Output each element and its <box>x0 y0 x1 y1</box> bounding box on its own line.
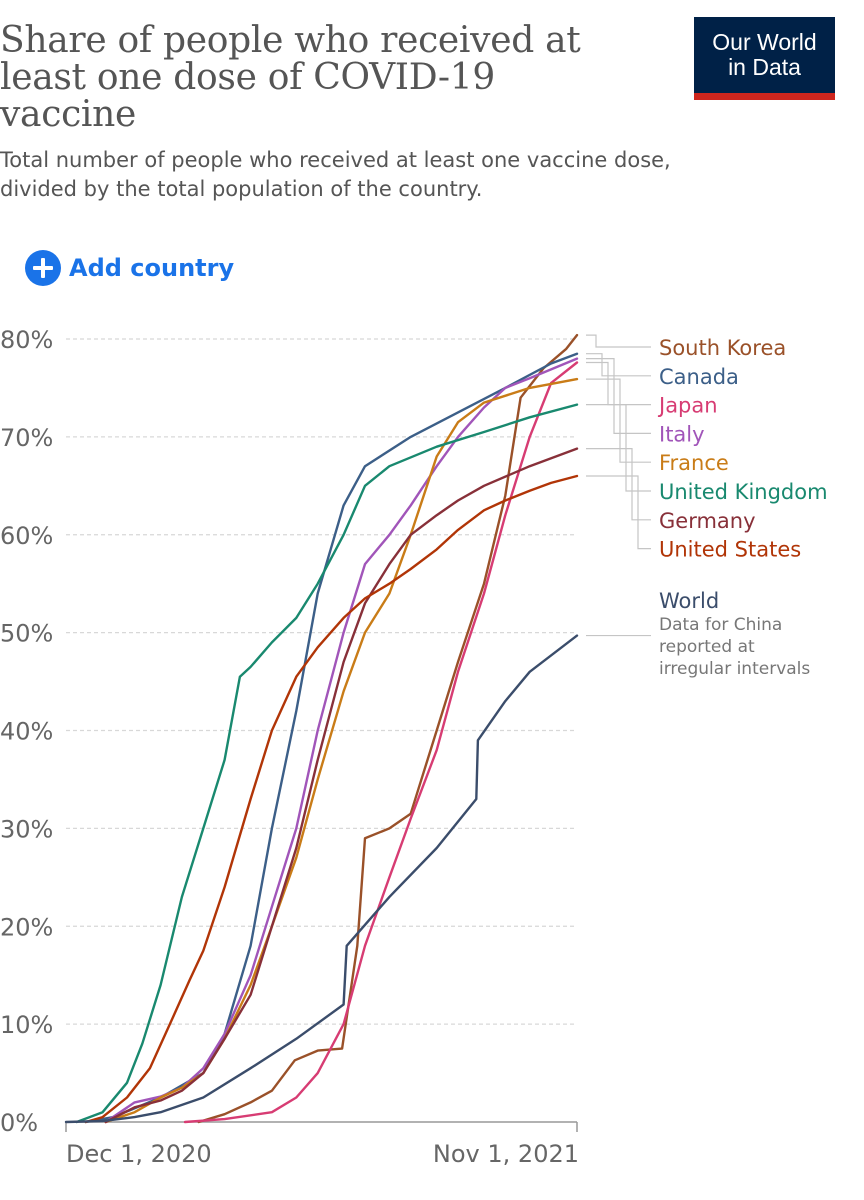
grid-layer <box>66 338 577 1025</box>
x-tick-label: Nov 1, 2021 <box>433 1140 579 1168</box>
legend-label-japan[interactable]: Japan <box>657 394 718 418</box>
chart-subtitle-line: divided by the total population of the c… <box>0 177 483 201</box>
y-tick-label: 50% <box>0 620 53 648</box>
y-tick-label: 0% <box>0 1109 38 1137</box>
legend-connector <box>586 358 651 434</box>
axis-layer: 0% 10% 20% 30% 40% 50% 60% 70% 80% Dec 1, 2020 Nov… <box>0 326 579 1168</box>
series-line-canada[interactable] <box>84 352 579 1124</box>
add-country-button[interactable]: Add country <box>25 250 234 286</box>
y-tick-label: 70% <box>0 424 53 452</box>
legend-label-united-states[interactable]: United States <box>659 538 801 562</box>
logo-line: Our World <box>712 28 817 55</box>
logo-line: in Data <box>728 53 801 80</box>
chart-title-line: vaccine <box>0 94 137 135</box>
legend-label-germany[interactable]: Germany <box>659 509 756 533</box>
world-note-line: irregular intervals <box>659 659 810 679</box>
legend-label-united-kingdom[interactable]: United Kingdom <box>659 480 828 504</box>
our-world-in-data-logo[interactable]: Our World in Data <box>694 17 835 100</box>
add-country-label: Add country <box>69 254 235 282</box>
y-tick-label: 30% <box>0 815 53 843</box>
y-tick-label: 40% <box>0 718 53 746</box>
legend-connector <box>586 448 651 521</box>
legend-label-south-korea[interactable]: South Korea <box>659 336 786 360</box>
legend-label-italy[interactable]: Italy <box>659 422 705 446</box>
legend-label-world[interactable]: World <box>659 589 719 613</box>
chart-subtitle-line: Total number of people who received at l… <box>0 148 671 172</box>
series-line-world[interactable] <box>64 634 579 1124</box>
legend-label-canada[interactable]: Canada <box>659 365 739 389</box>
series-line-south-korea[interactable] <box>197 333 579 1124</box>
chart-title-line: least one dose of COVID-19 <box>0 57 496 98</box>
x-tick-label: Dec 1, 2020 <box>66 1140 212 1168</box>
legend-label-france[interactable]: France <box>659 451 729 475</box>
y-tick-label: 80% <box>0 326 53 354</box>
series-line-united-kingdom[interactable] <box>75 403 579 1124</box>
plus-circle-icon <box>25 250 61 286</box>
legend-connector <box>586 334 651 348</box>
legend-connector <box>586 378 651 463</box>
chart-title-line: Share of people who received at <box>0 20 581 61</box>
series-line-germany[interactable] <box>104 447 579 1124</box>
legend-connector <box>586 353 651 377</box>
y-tick-label: 10% <box>0 1011 53 1039</box>
series-line-united-states[interactable] <box>84 474 579 1124</box>
chart-subtitle: Total number of people who received at l… <box>0 146 720 204</box>
legend-connector <box>586 475 651 550</box>
world-note-line: Data for China <box>659 615 782 635</box>
series-line-japan[interactable] <box>183 361 579 1124</box>
series-layer <box>64 333 579 1124</box>
series-line-france[interactable] <box>104 377 579 1124</box>
y-tick-label: 60% <box>0 522 53 550</box>
legend-connector <box>586 404 651 492</box>
legend-connector <box>586 361 651 406</box>
y-tick-label: 20% <box>0 913 53 941</box>
legend-layer: South Korea Canada Japan Italy France United … <box>586 334 828 679</box>
chart-title: Share of people who received at least on… <box>0 22 640 133</box>
world-note-line: reported at <box>659 637 755 657</box>
